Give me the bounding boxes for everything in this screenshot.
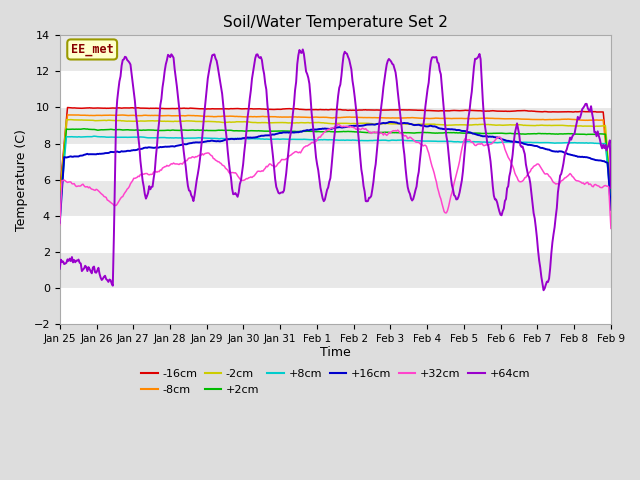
Bar: [60, 144, 611, 180]
Bar: [60, 72, 611, 108]
Bar: [60, 288, 611, 324]
Bar: [60, 252, 611, 288]
Legend: -16cm, -8cm, -2cm, +2cm, +8cm, +16cm, +32cm, +64cm: -16cm, -8cm, -2cm, +2cm, +8cm, +16cm, +3…: [136, 365, 534, 399]
Bar: [60, 36, 611, 72]
X-axis label: Time: Time: [320, 347, 351, 360]
Bar: [60, 216, 611, 252]
Title: Soil/Water Temperature Set 2: Soil/Water Temperature Set 2: [223, 15, 448, 30]
Bar: [60, 108, 611, 144]
Y-axis label: Temperature (C): Temperature (C): [15, 129, 28, 230]
Bar: [60, 180, 611, 216]
Text: EE_met: EE_met: [71, 43, 113, 56]
